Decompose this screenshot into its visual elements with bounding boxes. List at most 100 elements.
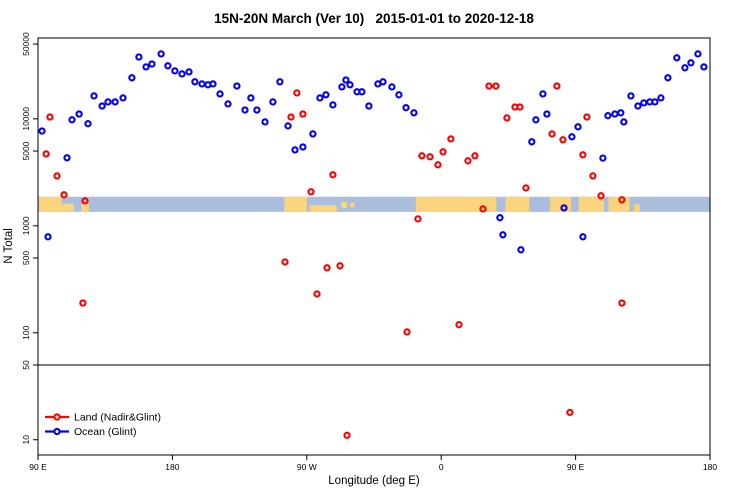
data-point-ocean [68,116,76,124]
data-point-ocean [63,154,71,162]
data-point-land [566,408,574,417]
data-point-land [553,82,561,90]
data-point-land [516,103,524,111]
legend-marker-circle [53,413,61,421]
x-tick-label: 180 [165,462,179,472]
data-point-ocean [44,233,52,241]
data-point-land [287,113,295,121]
data-point-ocean [291,146,299,154]
map-land-segment [38,196,62,212]
data-point-ocean [579,233,587,241]
data-points [38,50,708,439]
data-point-ocean [299,143,307,151]
data-point-land [503,114,511,122]
map-ocean [38,196,710,212]
data-point-land [60,191,68,199]
data-point-ocean [651,98,659,106]
data-point-land [81,197,89,205]
data-point-land [479,205,487,213]
map-land-segment [309,205,337,212]
data-point-ocean [402,104,410,112]
data-point-land [589,172,597,180]
data-point-land [447,135,455,143]
data-point-land [343,431,351,439]
data-point-ocean [148,60,156,68]
data-point-ocean [164,62,172,70]
data-point-ocean [634,102,642,110]
data-point-land [418,152,426,160]
data-point-land [426,153,434,161]
data-point-land [522,184,530,192]
data-point-ocean [673,54,681,62]
map-land-segment [284,196,307,212]
data-point-ocean [410,109,418,117]
data-point-land [307,188,315,196]
data-point-land [281,258,289,266]
data-point-ocean [233,82,241,90]
data-point-ocean [365,102,373,110]
data-point-ocean [284,122,292,130]
data-point-land [329,171,337,179]
data-point-land [579,151,587,159]
map-land-segment [633,204,640,212]
data-point-ocean [532,116,540,124]
map-land-segment [578,196,604,212]
y-tick-label: 10000 [21,107,31,131]
data-point-ocean [681,64,689,72]
data-point-land [403,328,411,336]
y-tick-label: 50000 [21,32,31,56]
data-point-ocean [276,78,284,86]
data-point-land [293,89,301,97]
data-point-ocean [395,91,403,99]
data-point-ocean [178,70,186,78]
data-point-ocean [620,118,628,126]
data-point-ocean [253,106,261,114]
data-point-ocean [338,83,346,91]
data-point-land [439,148,447,156]
map-land-segment [505,196,530,212]
data-point-ocean [198,80,206,88]
data-point-ocean [568,133,576,141]
data-point-ocean [75,110,83,118]
data-point-ocean [657,94,665,102]
data-point-land [618,299,626,307]
data-point-ocean [309,130,317,138]
data-point-land [42,150,50,158]
axes: 90 E 180 90 W 0 90 E 180 10 50 100 500 1000 5000 100… [21,32,717,472]
data-point-land [548,130,556,138]
data-point-ocean [496,214,504,222]
data-point-land [492,82,500,90]
data-point-ocean [104,98,112,106]
data-point-land [299,110,307,118]
x-tick-label: 90 E [567,462,585,472]
data-point-land [323,264,331,272]
data-point-ocean [346,81,354,89]
data-point-ocean [111,98,119,106]
data-point-ocean [216,90,224,98]
y-tick-label: 500 [21,251,31,265]
data-point-ocean [157,50,165,58]
data-point-land [464,157,472,165]
data-point-ocean [560,204,568,212]
data-point-ocean [209,80,217,88]
data-point-land [618,196,626,204]
y-tick-label: 50 [21,360,31,370]
data-point-ocean [269,98,277,106]
data-point-ocean [687,59,695,67]
y-tick-label: 100 [21,325,31,339]
data-point-land [434,161,442,169]
map-land-segment [341,202,348,209]
data-point-ocean [322,91,330,99]
data-point-ocean [574,123,582,131]
data-point-land [583,113,591,121]
data-point-land [336,262,344,270]
map-land-segment [81,204,89,212]
data-point-ocean [694,50,702,58]
latitude-strip-map [38,196,710,212]
data-point-ocean [358,88,366,96]
x-tick-label: 90 W [297,462,317,472]
data-point-land [455,321,463,329]
data-point-ocean [316,94,324,102]
data-point-ocean [119,94,127,102]
